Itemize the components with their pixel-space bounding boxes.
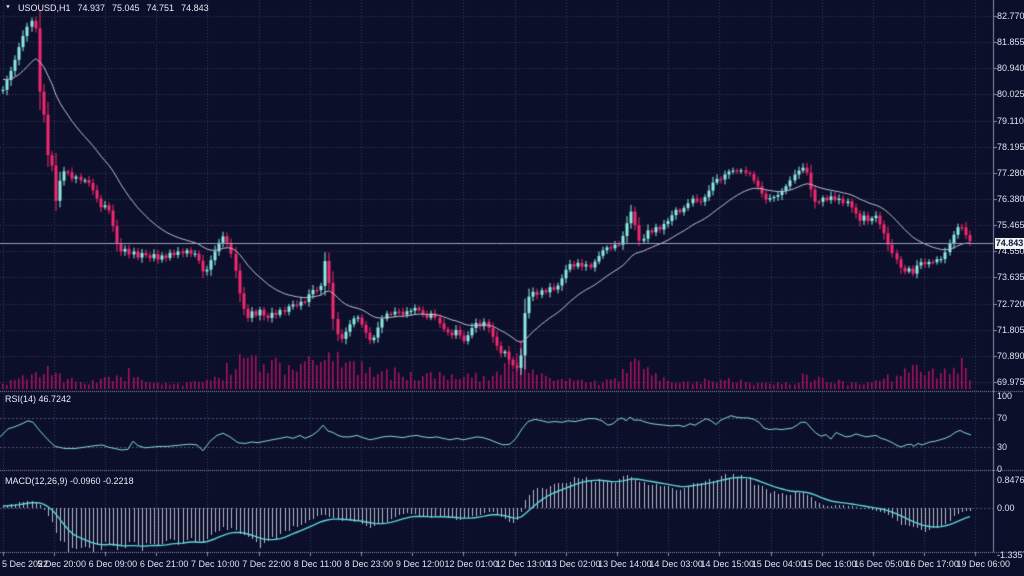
chart-canvas[interactable] xyxy=(0,0,1024,576)
trading-chart-window: ▼ USOUSD,H1 74.937 75.045 74.751 74.843 … xyxy=(0,0,1024,576)
